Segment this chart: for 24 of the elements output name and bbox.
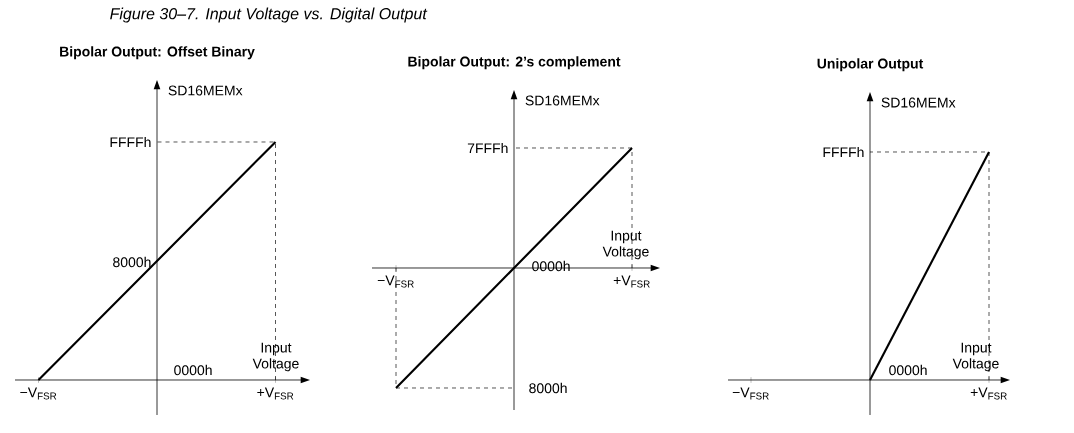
- chart-title: Unipolar Output: [817, 58, 924, 72]
- x-tick-label: +V$_{FSR}$: [970, 387, 1007, 400]
- x-tick-label: +V$_{FSR}$: [613, 275, 650, 288]
- x-tick-label: −V$_{FSR}$: [377, 275, 414, 288]
- text: Figure 30–7. Input Voltage vs. Digital Output: [110, 7, 428, 23]
- annotation: 0000h: [174, 364, 212, 376]
- x-axis-title: Input Voltage: [252, 342, 299, 372]
- x-tick-label: −V$_{FSR}$: [732, 387, 769, 400]
- y-axis-title: SD16MEMx: [168, 85, 243, 96]
- annotation: FFFFh: [110, 136, 151, 148]
- chart-title: Bipolar Output: Offset Binary: [60, 46, 255, 60]
- x-axis-title: Input Voltage: [952, 342, 999, 372]
- annotation: 8000h: [529, 382, 567, 394]
- annotation: FFFFh: [823, 146, 864, 158]
- annotation: 0000h: [532, 260, 570, 272]
- chart-title: Bipolar Output: 2’s complement: [408, 56, 621, 70]
- x-axis-title: Input Voltage: [602, 230, 649, 260]
- annotation: 8000h: [113, 256, 151, 268]
- annotation: 0000h: [889, 364, 927, 376]
- annotation: 7FFFh: [467, 142, 508, 154]
- x-tick-label: +V$_{FSR}$: [257, 387, 294, 400]
- y-axis-title: SD16MEMx: [881, 97, 956, 108]
- x-tick-label: −V$_{FSR}$: [20, 387, 57, 400]
- y-axis-title: SD16MEMx: [525, 95, 600, 106]
